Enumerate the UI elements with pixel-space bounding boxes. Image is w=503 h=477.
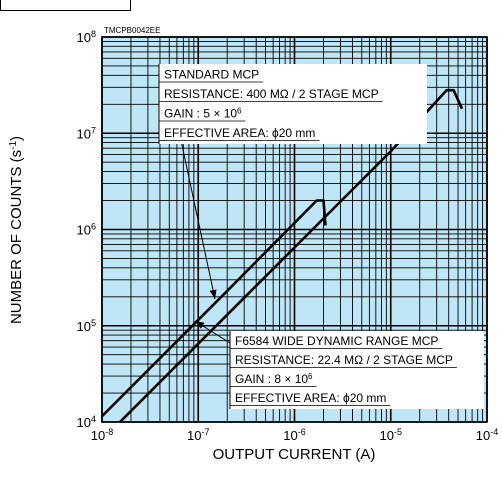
x-axis-title: OUTPUT CURRENT (A) xyxy=(213,446,376,463)
y-tick-base: 10 xyxy=(77,126,91,141)
x-tick-exponent: -5 xyxy=(394,427,402,437)
annotation-line: GAIN : 5 × 106 xyxy=(164,106,242,121)
plot-frame xyxy=(101,36,488,423)
annotation-arrowhead xyxy=(195,321,205,329)
annotation-line-sup: 6 xyxy=(308,372,313,381)
x-tick-label: 10-6 xyxy=(283,427,305,443)
annotation-layer: STANDARD MCP RESISTANCE: 400 MΩ / 2 STAGE… xyxy=(158,64,484,409)
x-tick-label: 10-7 xyxy=(187,427,209,443)
y-tick-base: 10 xyxy=(77,415,91,430)
annotation-line-main: GAIN : 8 × 10 xyxy=(235,372,308,386)
x-tick-base: 10 xyxy=(476,428,490,443)
annotation-line-main: GAIN : 5 × 10 xyxy=(164,107,237,121)
x-tick-label: 10-4 xyxy=(476,427,498,443)
x-tick-exponent: -4 xyxy=(490,427,498,437)
y-tick-base: 10 xyxy=(77,30,91,45)
x-tick-base: 10 xyxy=(283,428,297,443)
x-tick-base: 10 xyxy=(380,428,394,443)
annotation-1: STANDARD MCP RESISTANCE: 400 MΩ / 2 STAGE… xyxy=(158,64,427,300)
annotation-line: GAIN : 8 × 106 xyxy=(235,372,313,387)
x-tick-exponent: -7 xyxy=(201,427,209,437)
figure-corner-box xyxy=(0,0,131,11)
y-tick-label: 108 xyxy=(77,29,96,45)
y-tick-label: 106 xyxy=(77,222,96,238)
y-axis-title-close: ) xyxy=(8,136,25,141)
series-line-1 xyxy=(102,199,327,418)
annotation-line: EFFECTIVE AREA: ϕ20 mm xyxy=(164,126,315,140)
y-tick-exponent: 8 xyxy=(91,29,96,39)
y-tick-label: 105 xyxy=(77,318,96,334)
y-axis-title-exp: -1 xyxy=(8,141,19,150)
y-tick-base: 10 xyxy=(77,223,91,238)
annotation-line: STANDARD MCP xyxy=(164,68,259,82)
y-tick-label: 107 xyxy=(77,125,96,141)
annotation-line: RESISTANCE: 400 MΩ / 2 STAGE MCP xyxy=(164,87,379,101)
y-tick-exponent: 6 xyxy=(91,222,96,232)
x-tick-base: 10 xyxy=(91,428,105,443)
x-tick-exponent: -6 xyxy=(298,427,306,437)
x-tick-labels: 10-8 10-7 10-6 10-5 10-4 xyxy=(91,427,498,443)
annotation-line: F6584 WIDE DYNAMIC RANGE MCP xyxy=(235,334,438,348)
y-axis-title: NUMBER OF COUNTS (s-1) xyxy=(8,136,26,324)
y-tick-base: 10 xyxy=(77,319,91,334)
annotation-line: RESISTANCE: 22.4 MΩ / 2 STAGE MCP xyxy=(235,353,453,367)
annotation-line-sup: 6 xyxy=(237,106,242,115)
annotation-box xyxy=(230,331,484,409)
y-tick-label: 104 xyxy=(77,414,96,430)
x-tick-exponent: -8 xyxy=(105,427,113,437)
x-tick-base: 10 xyxy=(187,428,201,443)
x-tick-label: 10-8 xyxy=(91,427,113,443)
y-tick-exponent: 5 xyxy=(91,318,96,328)
y-tick-exponent: 7 xyxy=(91,125,96,135)
annotation-line: EFFECTIVE AREA: ϕ20 mm xyxy=(235,391,386,405)
annotation-arrowhead xyxy=(209,289,217,299)
figure-code: TMCPB0042EE xyxy=(104,26,160,35)
annotation-2: F6584 WIDE DYNAMIC RANGE MCP RESISTANCE: … xyxy=(194,320,484,409)
annotation-box xyxy=(159,64,427,144)
y-tick-exponent: 4 xyxy=(91,414,96,424)
x-tick-label: 10-5 xyxy=(380,427,402,443)
y-axis-title-main: NUMBER OF COUNTS (s xyxy=(8,150,25,324)
